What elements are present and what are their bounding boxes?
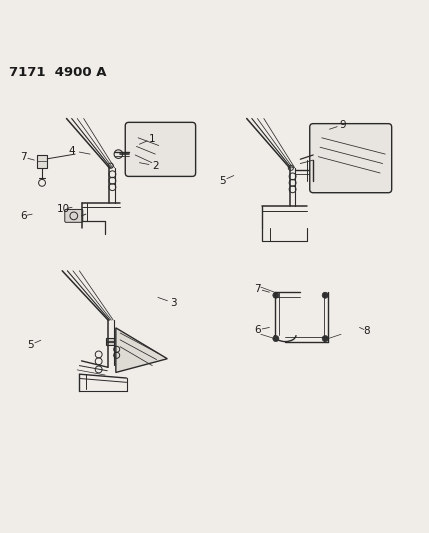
- Circle shape: [322, 292, 328, 298]
- Text: 6: 6: [20, 211, 27, 221]
- Text: 3: 3: [170, 298, 177, 308]
- Text: 2: 2: [152, 160, 159, 171]
- Text: 7: 7: [20, 152, 27, 162]
- FancyBboxPatch shape: [106, 338, 114, 345]
- Text: 7: 7: [254, 284, 261, 294]
- Circle shape: [273, 336, 279, 342]
- Text: 7171  4900 A: 7171 4900 A: [9, 66, 106, 79]
- Text: 5: 5: [219, 176, 226, 185]
- Polygon shape: [116, 328, 167, 373]
- FancyBboxPatch shape: [310, 124, 392, 193]
- FancyBboxPatch shape: [65, 209, 83, 222]
- Circle shape: [322, 336, 328, 342]
- Text: 10: 10: [57, 204, 70, 214]
- Text: 8: 8: [363, 326, 370, 336]
- Text: 1: 1: [149, 134, 156, 144]
- FancyBboxPatch shape: [125, 123, 196, 176]
- Circle shape: [273, 292, 279, 298]
- Text: 5: 5: [27, 340, 34, 350]
- FancyBboxPatch shape: [37, 155, 47, 168]
- Text: 6: 6: [254, 325, 261, 335]
- Text: 4: 4: [69, 146, 76, 156]
- Text: 9: 9: [339, 120, 346, 130]
